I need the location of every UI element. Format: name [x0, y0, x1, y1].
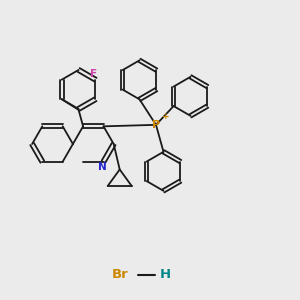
Text: Br: Br	[112, 268, 128, 281]
Text: F: F	[90, 69, 98, 79]
Text: N: N	[98, 162, 106, 172]
Text: P: P	[152, 120, 160, 130]
Text: H: H	[159, 268, 171, 281]
Text: +: +	[162, 112, 170, 121]
